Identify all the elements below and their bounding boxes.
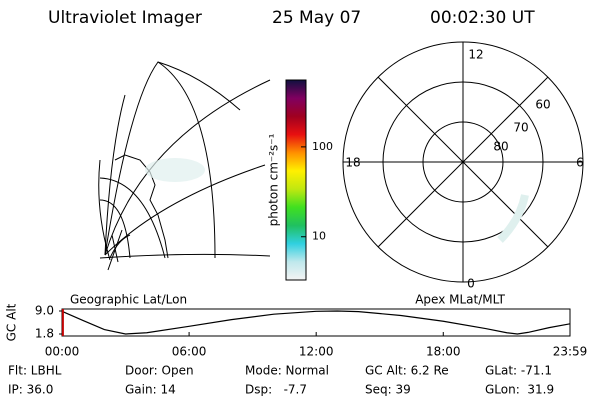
- x-tick-label: 00:00: [45, 345, 80, 359]
- status-field: Mode: Normal: [245, 364, 329, 378]
- status-field: IP: 36.0: [8, 383, 53, 397]
- y-axis-label: GC Alt: [5, 303, 19, 341]
- mlt-label: 18: [345, 156, 360, 170]
- status-field: GLon: 31.9: [485, 383, 554, 397]
- colorbar: [285, 79, 307, 281]
- mlt-label: 6: [576, 156, 584, 170]
- status-field: Dsp: -7.7: [245, 383, 307, 397]
- x-tick-label: 18:00: [426, 345, 461, 359]
- map-label: Geographic Lat/Lon: [70, 293, 187, 307]
- time: 00:02:30 UT: [430, 8, 535, 28]
- altitude-line: [61, 310, 571, 335]
- y-tick-label: 9.0: [35, 304, 54, 318]
- status-field: Flt: LBHL: [8, 364, 62, 378]
- aurora-oval: [497, 194, 529, 243]
- title: Ultraviolet Imager: [48, 8, 202, 28]
- aurora-patch: [145, 158, 205, 182]
- colorbar-title: photon cm⁻²s⁻¹: [267, 133, 281, 226]
- mlt-label: 0: [467, 277, 475, 291]
- x-tick-label: 12:00: [299, 345, 334, 359]
- colorbar-tick-label: 100: [312, 140, 333, 153]
- status-field: Gain: 14: [125, 383, 176, 397]
- x-tick-label: 06:00: [172, 345, 207, 359]
- y-tick-label: 1.8: [35, 327, 54, 341]
- status-field: Seq: 39: [365, 383, 411, 397]
- x-tick-label: 23:59: [553, 345, 588, 359]
- date: 25 May 07: [272, 8, 361, 28]
- lat-label: 80: [493, 140, 508, 154]
- mlt-label: 12: [468, 48, 483, 62]
- plot-frame: [61, 308, 571, 337]
- lat-label: 70: [513, 121, 528, 135]
- status-field: Door: Open: [125, 364, 194, 378]
- status-field: GLat: -71.1: [485, 364, 552, 378]
- lat-label: 60: [535, 98, 550, 112]
- colorbar-tick-label: 10: [312, 230, 326, 243]
- polar-grid: [342, 41, 584, 283]
- status-field: GC Alt: 6.2 Re: [365, 364, 449, 378]
- geographic-map: [98, 61, 271, 271]
- polar-label: Apex MLat/MLT: [415, 293, 505, 307]
